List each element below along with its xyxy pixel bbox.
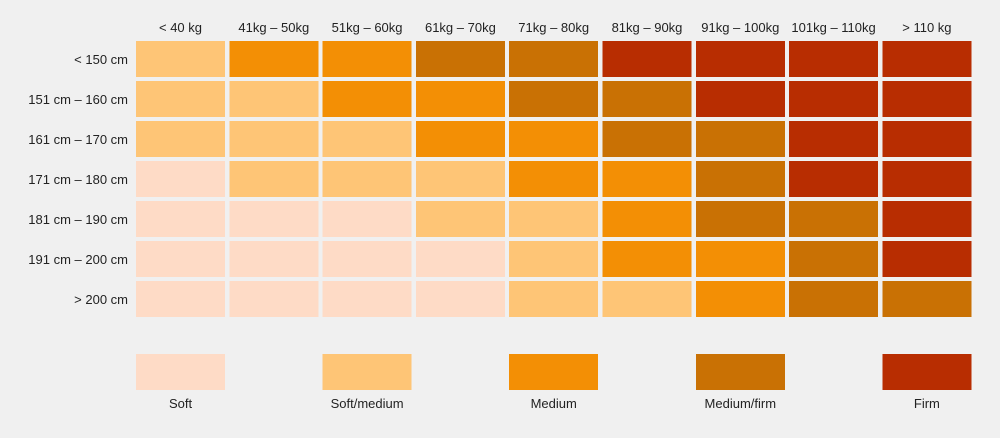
heatmap-cell <box>695 161 785 197</box>
column-label: 101kg – 110kg <box>791 20 875 35</box>
row-label: > 200 cm <box>74 292 128 307</box>
legend-swatch <box>322 354 412 390</box>
heatmap-cell <box>136 281 225 317</box>
row-label: 171 cm – 180 cm <box>28 172 128 187</box>
heatmap-cell <box>695 41 785 77</box>
heatmap-cell <box>322 81 412 117</box>
heatmap-cell <box>789 121 879 157</box>
heatmap-cell <box>415 201 505 237</box>
heatmap-cell <box>789 81 879 117</box>
heatmap-cell <box>322 281 412 317</box>
heatmap-cell <box>789 41 879 77</box>
heatmap-cell <box>789 201 879 237</box>
heatmap-cell <box>136 121 225 157</box>
legend-swatch <box>136 354 225 390</box>
heatmap-cell <box>695 281 785 317</box>
row-label: < 150 cm <box>74 52 128 67</box>
heatmap-cell <box>789 281 879 317</box>
heatmap-cell <box>789 161 879 197</box>
heatmap-cell <box>229 81 319 117</box>
heatmap-cell <box>322 41 412 77</box>
heatmap-cell <box>509 241 599 277</box>
heatmap-cell <box>882 241 972 277</box>
heatmap-cell <box>229 121 319 157</box>
legend-label: Firm <box>914 396 940 411</box>
row-labels: < 150 cm 151 cm – 160 cm 161 cm – 170 cm 17… <box>28 52 128 307</box>
heatmap-cell <box>602 281 692 317</box>
legend: Soft Soft/medium Medium Medium/firm Firm <box>136 354 972 411</box>
row-label: 161 cm – 170 cm <box>28 132 128 147</box>
heatmap-cell <box>882 121 972 157</box>
heatmap-cell <box>136 201 225 237</box>
column-label: < 40 kg <box>159 20 202 35</box>
column-label: > 110 kg <box>902 20 951 35</box>
heatmap-cell <box>695 201 785 237</box>
heatmap-cell <box>509 121 599 157</box>
legend-label: Medium/firm <box>705 396 777 411</box>
column-label: 81kg – 90kg <box>612 20 683 35</box>
legend-label: Soft <box>169 396 193 411</box>
heatmap-cell <box>415 41 505 77</box>
heatmap-cell <box>229 281 319 317</box>
heatmap-cell <box>229 201 319 237</box>
legend-label: Medium <box>531 396 577 411</box>
heatmap-cell <box>602 121 692 157</box>
heatmap-cell <box>415 281 505 317</box>
column-labels: < 40 kg 41kg – 50kg 51kg – 60kg 61kg – 70kg… <box>159 20 952 35</box>
legend-swatch <box>695 354 785 390</box>
heatmap-cell <box>322 121 412 157</box>
heatmap-cell <box>322 201 412 237</box>
heatmap-cell <box>509 81 599 117</box>
heatmap-cell <box>229 41 319 77</box>
heatmap-cell <box>789 241 879 277</box>
heatmap-cell <box>882 41 972 77</box>
heatmap-cell <box>136 161 225 197</box>
heatmap-cell <box>882 281 972 317</box>
column-label: 61kg – 70kg <box>425 20 496 35</box>
heatmap-cell <box>882 81 972 117</box>
heatmap-cell <box>322 161 412 197</box>
column-label: 71kg – 80kg <box>518 20 589 35</box>
heatmap-cells <box>136 41 972 317</box>
heatmap-cell <box>602 81 692 117</box>
column-label: 91kg – 100kg <box>701 20 779 35</box>
heatmap-cell <box>695 241 785 277</box>
legend-swatch <box>882 354 972 390</box>
row-label: 181 cm – 190 cm <box>28 212 128 227</box>
row-label: 191 cm – 200 cm <box>28 252 128 267</box>
heatmap-cell <box>136 241 225 277</box>
heatmap-cell <box>695 121 785 157</box>
row-label: 151 cm – 160 cm <box>28 92 128 107</box>
heatmap-cell <box>415 241 505 277</box>
heatmap-cell <box>602 241 692 277</box>
heatmap-cell <box>415 161 505 197</box>
heatmap-cell <box>509 161 599 197</box>
heatmap-cell <box>322 241 412 277</box>
heatmap-cell <box>602 161 692 197</box>
heatmap-cell <box>602 41 692 77</box>
heatmap-cell <box>229 241 319 277</box>
heatmap-cell <box>136 41 225 77</box>
legend-label: Soft/medium <box>331 396 404 411</box>
heatmap-cell <box>229 161 319 197</box>
heatmap-cell <box>415 121 505 157</box>
legend-swatch <box>509 354 599 390</box>
heatmap-cell <box>415 81 505 117</box>
column-label: 41kg – 50kg <box>238 20 309 35</box>
heatmap-cell <box>695 81 785 117</box>
heatmap-cell <box>136 81 225 117</box>
heatmap-cell <box>509 41 599 77</box>
heatmap-cell <box>509 281 599 317</box>
heatmap-cell <box>882 161 972 197</box>
heatmap-cell <box>509 201 599 237</box>
heatmap-cell <box>882 201 972 237</box>
heatmap-cell <box>602 201 692 237</box>
column-label: 51kg – 60kg <box>332 20 403 35</box>
